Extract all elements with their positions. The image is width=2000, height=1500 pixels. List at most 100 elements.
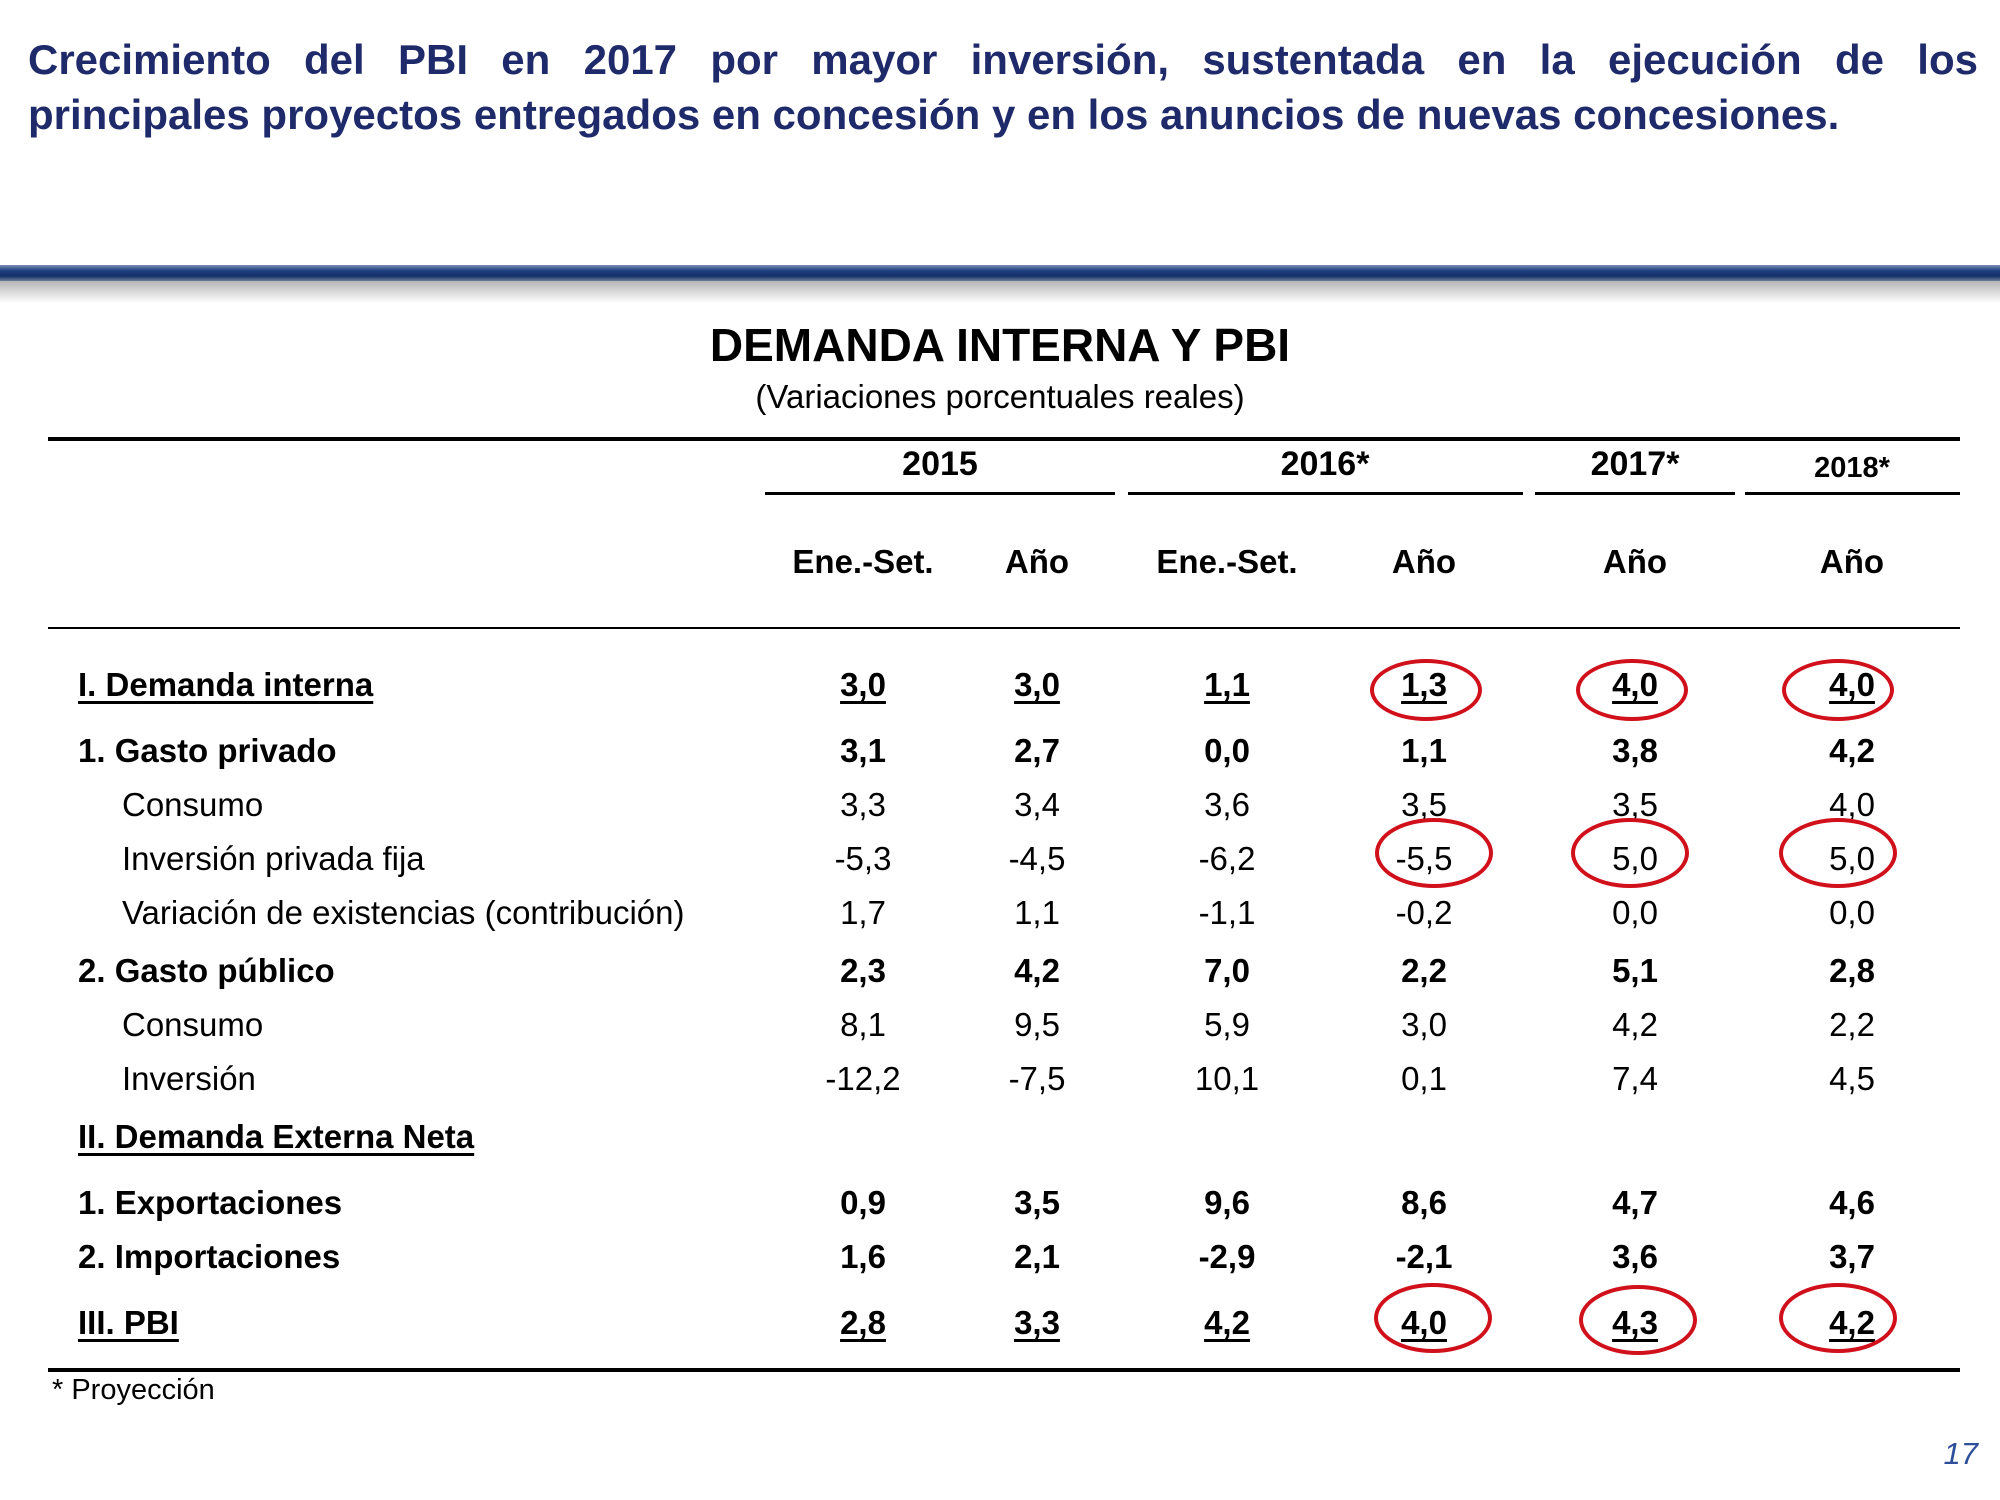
page-number: 17 [1943, 1436, 1978, 1471]
table-cell: -12,2 [825, 1060, 901, 1097]
highlight-circle [1375, 818, 1493, 888]
table-cell: -5,3 [834, 840, 892, 877]
table-top-rule [48, 437, 1960, 441]
table-cell: 0,0 [1612, 894, 1658, 931]
table-title: DEMANDA INTERNA Y PBI [709, 319, 1291, 371]
table-cell: -1,1 [1198, 894, 1256, 931]
table-cell: 3,6 [1612, 1238, 1658, 1275]
table-cell: 1,1 [1204, 666, 1250, 703]
header-divider-bar [0, 265, 2000, 281]
highlight-circle [1576, 659, 1688, 721]
headline: Crecimiento del PBI en 2017 por mayor in… [28, 32, 1978, 142]
headline-line-2: principales proyectos entregados en conc… [28, 91, 1840, 138]
table-cell: 4,0 [1829, 786, 1875, 823]
row-label-variacion-existencias: Variación de existencias (contribución) [122, 894, 685, 931]
table-cell: 4,7 [1612, 1184, 1658, 1221]
table-cell: 9,5 [1014, 1006, 1060, 1043]
table-cell: 3,8 [1612, 732, 1658, 769]
table-subtitle: (Variaciones porcentuales reales) [755, 378, 1245, 415]
period-header: Año [1602, 543, 1668, 580]
headline-line-1: Crecimiento del PBI en 2017 por mayor in… [28, 36, 1978, 83]
table-cell: 3,4 [1014, 786, 1060, 823]
table-cell: 8,1 [840, 1006, 886, 1043]
row-label-consumo-privado: Consumo [122, 786, 264, 823]
table-cell: 3,5 [1401, 786, 1447, 823]
year-rule-2016 [1128, 492, 1523, 495]
year-header-2015: 2015 [902, 445, 978, 483]
table-cell: 9,6 [1204, 1184, 1250, 1221]
row-label-consumo-publico: Consumo [122, 1006, 264, 1043]
table-cell: 2,2 [1829, 1006, 1875, 1043]
period-header: Año [1004, 543, 1070, 580]
year-rule-2015 [765, 492, 1115, 495]
row-label-demanda-externa-neta: II. Demanda Externa Neta [78, 1118, 475, 1155]
table-cell: 7,4 [1612, 1060, 1658, 1097]
highlight-circle [1782, 659, 1894, 721]
table-cell: 1,1 [1401, 732, 1447, 769]
table-cell: 10,1 [1194, 1060, 1260, 1097]
row-label-inversion-publica: Inversión [122, 1060, 256, 1097]
table-cell: 4,2 [1014, 952, 1060, 989]
highlight-circle [1370, 659, 1482, 721]
row-label-importaciones: 2. Importaciones [78, 1238, 341, 1275]
table-cell: 4,2 [1612, 1006, 1658, 1043]
table-cell: -2,9 [1198, 1238, 1256, 1275]
table-cell: 3,5 [1612, 786, 1658, 823]
table-bottom-rule [48, 1368, 1960, 1372]
table-cell: -7,5 [1008, 1060, 1066, 1097]
table-cell: 3,7 [1829, 1238, 1875, 1275]
table-cell: -0,2 [1395, 894, 1453, 931]
table-cell: 5,1 [1612, 952, 1658, 989]
table-cell: 4,2 [1204, 1304, 1250, 1341]
highlight-circle [1779, 818, 1897, 888]
table-cell: 4,2 [1829, 732, 1875, 769]
table-cell: -4,5 [1008, 840, 1066, 877]
period-header: Ene.-Set. [1156, 543, 1298, 580]
header-divider-shadow [0, 281, 2000, 303]
table-cell: 1,1 [1014, 894, 1060, 931]
table-cell: 3,6 [1204, 786, 1250, 823]
table-cell: -2,1 [1395, 1238, 1453, 1275]
table-cell: 4,5 [1829, 1060, 1875, 1097]
header-bottom-rule [48, 627, 1960, 629]
table-cell: 3,1 [840, 732, 886, 769]
period-header: Ene.-Set. [792, 543, 934, 580]
table-cell: 2,1 [1014, 1238, 1060, 1275]
row-label-inversion-privada-fija: Inversión privada fija [122, 840, 425, 877]
highlight-circle [1374, 1283, 1492, 1353]
table-cell: 2,8 [840, 1304, 886, 1341]
row-label-demanda-interna: I. Demanda interna [78, 666, 374, 703]
year-header-2018: 2018* [1814, 452, 1890, 484]
table-cell: 3,0 [840, 666, 886, 703]
row-label-gasto-privado: 1. Gasto privado [78, 732, 337, 769]
table-cell: 2,3 [840, 952, 886, 989]
row-label-pbi: III. PBI [78, 1304, 179, 1341]
table-cell: 2,8 [1829, 952, 1875, 989]
table-cell: 1,7 [840, 894, 886, 931]
table-cell: 8,6 [1401, 1184, 1447, 1221]
year-rule-2018 [1745, 492, 1960, 495]
highlight-circle [1571, 818, 1689, 888]
table-cell: 7,0 [1204, 952, 1250, 989]
year-header-2016: 2016* [1280, 445, 1370, 483]
row-label-gasto-publico: 2. Gasto público [78, 952, 335, 989]
table-cell: 0,0 [1204, 732, 1250, 769]
footnote: * Proyección [52, 1374, 215, 1406]
table-cell: 0,0 [1829, 894, 1875, 931]
table-cell: 3,3 [1014, 1304, 1060, 1341]
highlight-circle [1579, 1285, 1697, 1355]
table-cell: 2,2 [1401, 952, 1447, 989]
table-cell: 0,9 [840, 1184, 886, 1221]
table-cell: 3,3 [840, 786, 886, 823]
table-cell: 3,0 [1014, 666, 1060, 703]
table-cell: 3,5 [1014, 1184, 1060, 1221]
table-cell: 3,0 [1401, 1006, 1447, 1043]
table-cell: 4,6 [1829, 1184, 1875, 1221]
table-cell: -6,2 [1198, 840, 1256, 877]
table-cell: 0,1 [1401, 1060, 1447, 1097]
row-label-exportaciones: 1. Exportaciones [78, 1184, 343, 1221]
table-cell: 1,6 [840, 1238, 886, 1275]
highlight-circle [1779, 1283, 1897, 1353]
table-cell: 5,9 [1204, 1006, 1250, 1043]
period-header: Año [1391, 543, 1457, 580]
